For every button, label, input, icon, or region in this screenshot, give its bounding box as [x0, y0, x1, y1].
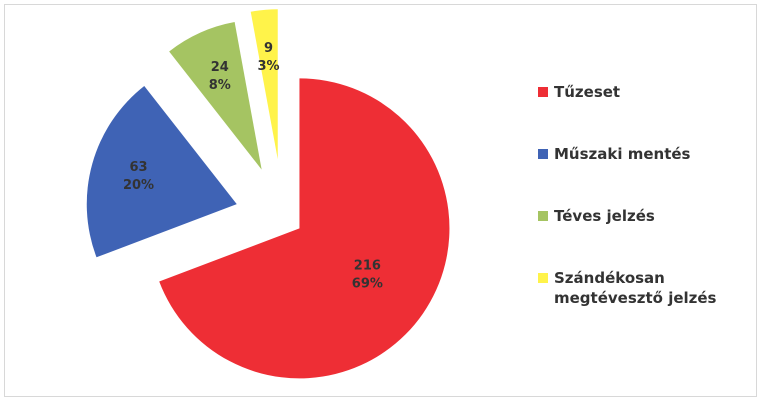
legend-label: Tűzeset — [554, 83, 621, 101]
pie-slice — [250, 9, 278, 160]
legend-label: Szándékosan megtévesztő jelzés — [554, 269, 717, 307]
data-label: 63 — [129, 160, 147, 175]
pie-slice — [169, 22, 262, 170]
percent-label: 3% — [257, 59, 279, 74]
legend-label: Műszaki mentés — [554, 145, 691, 163]
chart-frame — [4, 4, 757, 397]
legend-item: Téves jelzés — [538, 206, 758, 226]
legend-item: Szándékosan megtévesztő jelzés — [538, 268, 758, 308]
legend-swatch — [538, 149, 548, 159]
legend-swatch — [538, 87, 548, 97]
data-label: 216 — [354, 259, 381, 274]
pie-slice — [159, 78, 450, 379]
legend-item: Műszaki mentés — [538, 144, 758, 164]
legend: Tűzeset Műszaki mentés Téves jelzés Szándék… — [538, 82, 758, 350]
pie-slice — [86, 86, 237, 258]
percent-label: 69% — [352, 277, 383, 292]
percent-label: 8% — [209, 78, 231, 93]
percent-label: 20% — [123, 178, 154, 193]
legend-swatch — [538, 273, 548, 283]
legend-swatch — [538, 211, 548, 221]
legend-item: Tűzeset — [538, 82, 758, 102]
legend-label: Téves jelzés — [554, 207, 655, 225]
data-label: 9 — [264, 41, 273, 56]
data-label: 24 — [211, 60, 229, 75]
